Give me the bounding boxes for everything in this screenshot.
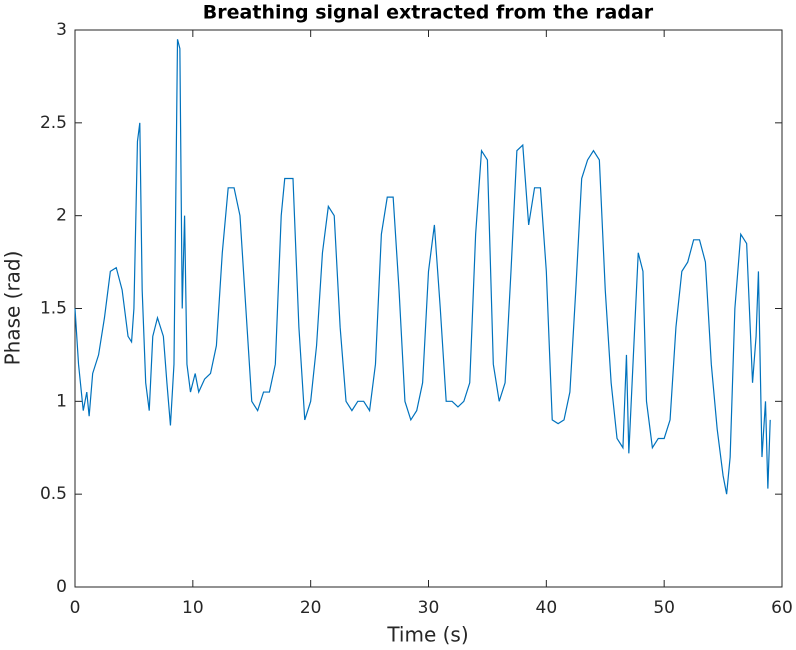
- y-tick-label: 2: [56, 206, 67, 226]
- x-tick-label: 50: [653, 598, 675, 618]
- x-tick-label: 20: [300, 598, 322, 618]
- y-tick-label: 2.5: [40, 113, 67, 133]
- y-tick-label: 1.5: [40, 299, 67, 319]
- y-tick-label: 0: [56, 577, 67, 597]
- data-line: [74, 39, 771, 495]
- x-tick-label: 10: [182, 598, 204, 618]
- y-tick-label: 1: [56, 391, 67, 411]
- x-tick-label: 0: [70, 598, 81, 618]
- chart-title: Breathing signal extracted from the rada…: [203, 2, 654, 24]
- x-tick-label: 60: [771, 598, 793, 618]
- x-tick-label: 40: [536, 598, 558, 618]
- y-tick-label: 3: [56, 20, 67, 40]
- x-axis-label: Time (s): [386, 623, 468, 647]
- y-axis-label: Phase (rad): [1, 251, 25, 366]
- y-tick-label: 0.5: [40, 484, 67, 504]
- x-tick-label: 30: [418, 598, 440, 618]
